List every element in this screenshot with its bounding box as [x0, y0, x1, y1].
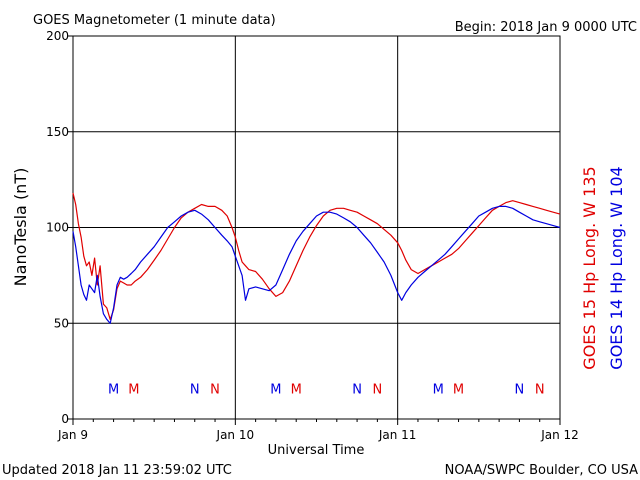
credit-line: NOAA/SWPC Boulder, CO USA	[445, 463, 638, 478]
y-axis-label: NanoTesla (nT)	[11, 168, 30, 287]
marker-m: M	[433, 382, 444, 397]
x-tick-label: Jan 9	[57, 428, 88, 442]
y-tick-label: 200	[46, 29, 69, 43]
begin-time: Begin: 2018 Jan 9 0000 UTC	[455, 20, 637, 35]
y-axis-ticks: 0 50 100 150 200	[46, 29, 73, 426]
y-tick-label: 0	[61, 412, 69, 426]
y-tick-label: 100	[46, 221, 69, 235]
updated-timestamp: Updated 2018 Jan 11 23:59:02 UTC	[2, 463, 232, 478]
legend-entry-goes15: GOES 15 Hp Long. W 135	[580, 166, 599, 369]
y-tick-label: 150	[46, 125, 69, 139]
marker-n: N	[535, 382, 545, 397]
grid-lines	[73, 36, 560, 419]
legend: GOES 15 Hp Long. W 135 GOES 14 Hp Long. W…	[580, 166, 626, 369]
marker-m: M	[108, 382, 119, 397]
marker-n: N	[515, 382, 525, 397]
marker-m: M	[291, 382, 302, 397]
x-tick-label: Jan 12	[540, 428, 579, 442]
marker-m: M	[128, 382, 139, 397]
series-line-goes14	[72, 205, 561, 324]
y-tick-label: 50	[54, 316, 69, 330]
marker-n: N	[190, 382, 200, 397]
x-axis-label: Universal Time	[268, 443, 365, 458]
marker-n: N	[352, 382, 362, 397]
x-tick-label: Jan 10	[216, 428, 255, 442]
marker-n: N	[373, 382, 383, 397]
series-lines	[72, 192, 561, 324]
legend-entry-goes14: GOES 14 Hp Long. W 104	[607, 166, 626, 369]
x-tick-label: Jan 11	[378, 428, 417, 442]
marker-m: M	[270, 382, 281, 397]
x-axis-ticks: Jan 9 Jan 10 Jan 11 Jan 12	[57, 419, 579, 442]
marker-n: N	[210, 382, 220, 397]
marker-m: M	[453, 382, 464, 397]
chart-title: GOES Magnetometer (1 minute data)	[33, 13, 276, 28]
